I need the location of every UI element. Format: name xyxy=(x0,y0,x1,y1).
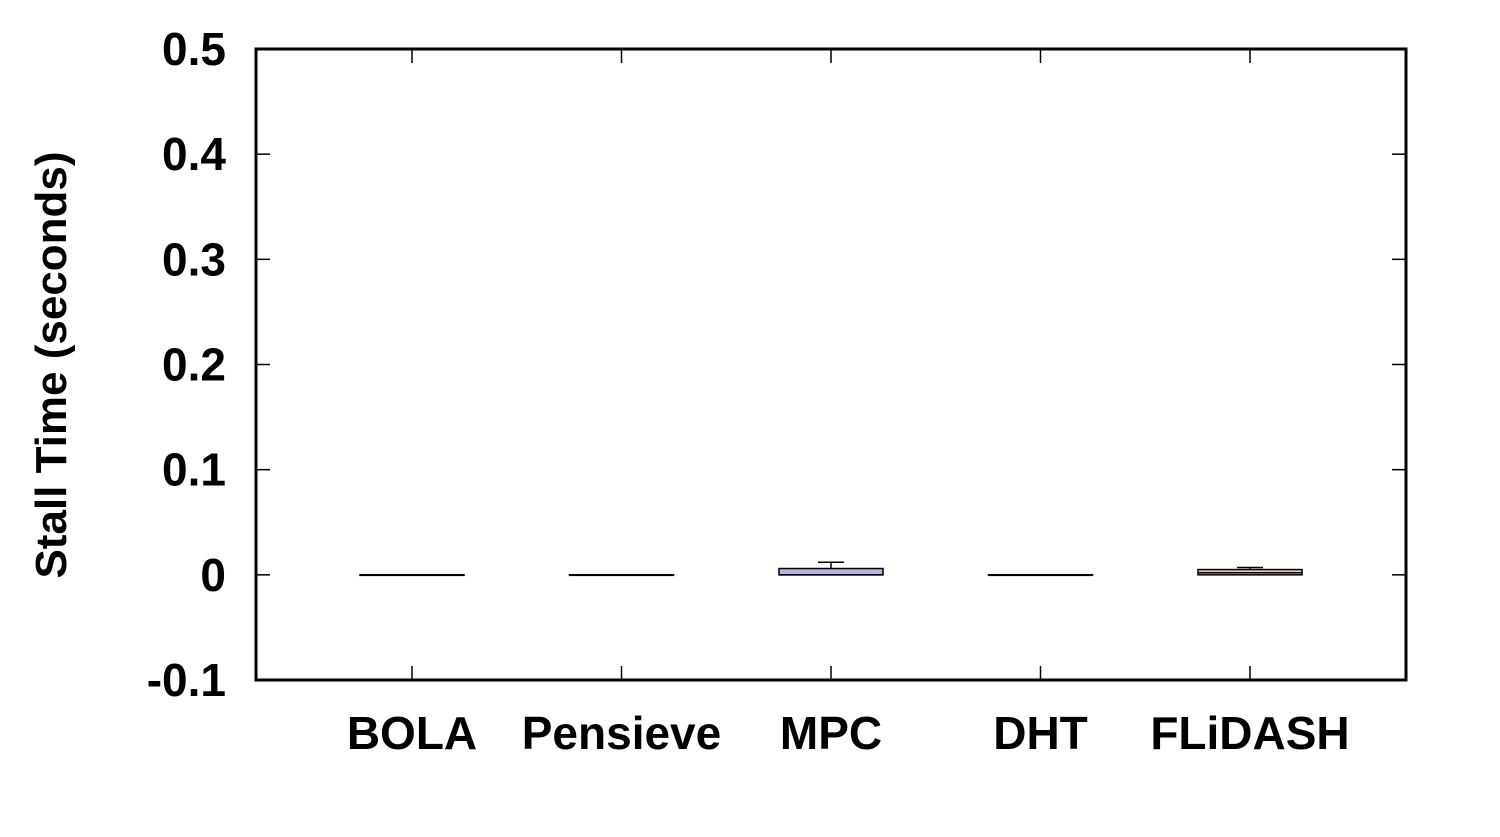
x-tick-label: FLiDASH xyxy=(1150,707,1349,759)
y-tick-label: 0 xyxy=(200,549,226,601)
plot-frame xyxy=(254,47,1408,682)
x-tick-label: DHT xyxy=(993,707,1088,759)
box-flidash xyxy=(1197,566,1303,576)
x-tick-labels: BOLA Pensieve MPC DHT FLiDASH xyxy=(347,707,1350,759)
box-series xyxy=(359,561,1303,577)
y-tick-label: 0.2 xyxy=(162,339,226,391)
y-tick-labels: -0.1 0 0.1 0.2 0.3 0.4 0.5 xyxy=(147,23,227,706)
box-dht xyxy=(987,574,1094,577)
y-tick-label: 0.1 xyxy=(162,444,226,496)
x-tick-label: MPC xyxy=(780,707,882,759)
y-tick-label: -0.1 xyxy=(147,654,226,706)
y-tick-label: 0.4 xyxy=(162,128,226,180)
y-tick-label: 0.3 xyxy=(162,233,226,285)
x-tick-label: Pensieve xyxy=(522,707,721,759)
x-tick-label: BOLA xyxy=(347,707,477,759)
box-pensieve xyxy=(568,574,675,577)
y-tick-label: 0.5 xyxy=(162,23,226,75)
y-axis-title: Stall Time (seconds) xyxy=(27,151,76,578)
box-iqr xyxy=(778,567,884,576)
axis-ticks xyxy=(256,48,1406,681)
box-mpc xyxy=(778,561,884,576)
box-bola xyxy=(359,574,465,577)
